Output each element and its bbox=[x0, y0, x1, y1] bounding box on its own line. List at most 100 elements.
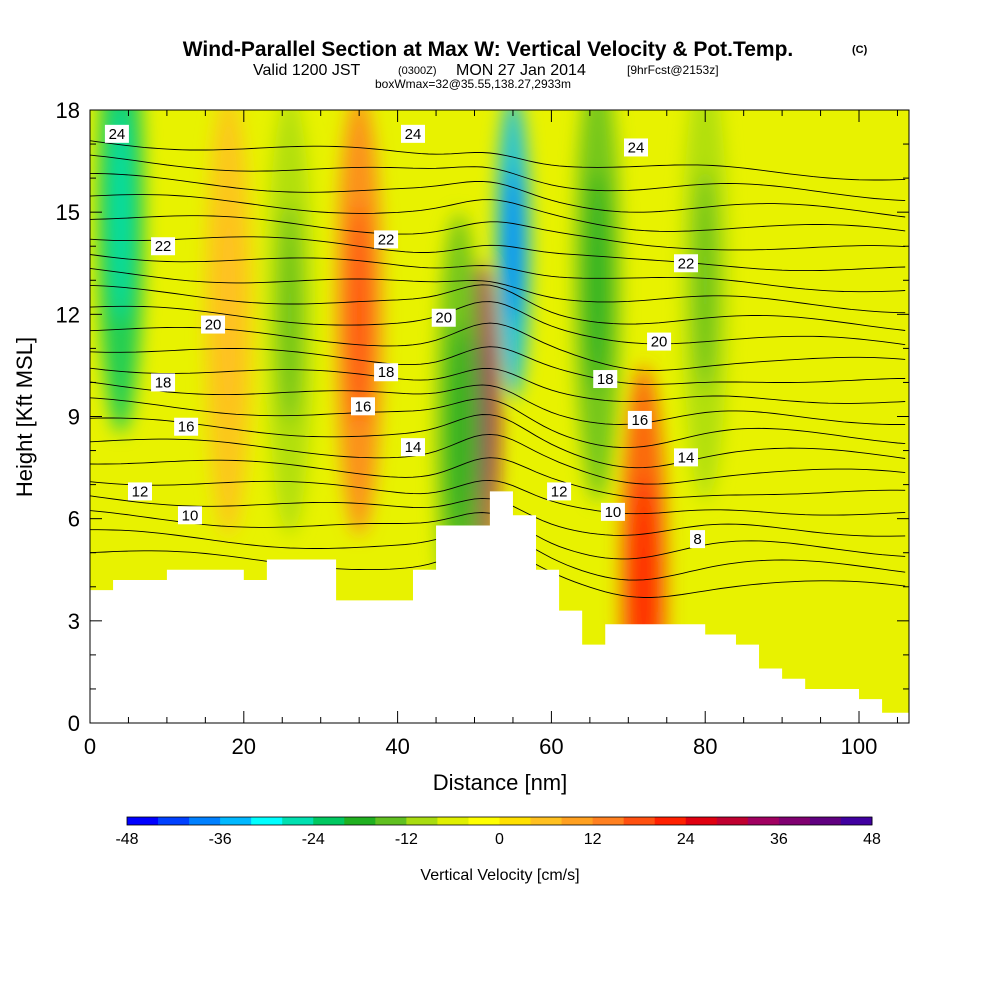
colorbar-swatch bbox=[127, 817, 159, 825]
contour-label-box bbox=[624, 138, 648, 157]
contour-label-18: 18 bbox=[374, 363, 399, 382]
contour-label-box bbox=[547, 482, 572, 501]
isentrope-line bbox=[90, 284, 906, 331]
colorbar-swatch bbox=[623, 817, 656, 825]
y-tick-label: 3 bbox=[68, 609, 80, 634]
contour-label-box bbox=[690, 530, 706, 549]
y-tick-label: 9 bbox=[68, 405, 80, 430]
colorbar-tick-label: -12 bbox=[395, 831, 418, 848]
x-tick-label: 40 bbox=[385, 734, 409, 759]
contour-label-box bbox=[151, 237, 176, 256]
chart-title: Wind-Parallel Section at Max W: Vertical… bbox=[183, 38, 794, 61]
contour-label-24: 24 bbox=[104, 124, 129, 143]
colorbar-swatch bbox=[561, 817, 594, 825]
isentrope-line bbox=[90, 346, 906, 385]
contour-label-box bbox=[177, 506, 202, 525]
contour-label-18: 18 bbox=[593, 370, 618, 389]
contour-label-text: 16 bbox=[178, 419, 195, 436]
colorbar-tick-label: 12 bbox=[584, 831, 602, 848]
contour-label-box bbox=[647, 332, 672, 351]
isentrope-line bbox=[90, 433, 906, 485]
contour-label-20: 20 bbox=[201, 315, 226, 334]
contour-label-box bbox=[400, 124, 425, 143]
colorbar-swatch bbox=[437, 817, 469, 825]
contour-label-22: 22 bbox=[374, 230, 399, 249]
contour-label-text: 20 bbox=[205, 317, 222, 334]
valid-time-utc: (0300Z) bbox=[398, 65, 437, 77]
velocity-core-7 bbox=[587, 169, 608, 391]
contour-label-box bbox=[673, 448, 698, 467]
valid-time-prefix: Valid 1200 JST bbox=[253, 62, 361, 79]
contour-label-text: 22 bbox=[155, 238, 172, 255]
contour-label-12: 12 bbox=[127, 482, 152, 501]
contour-label-text: 16 bbox=[355, 398, 372, 415]
contour-label-box bbox=[600, 502, 625, 521]
contour-label-text: 22 bbox=[678, 255, 695, 272]
x-axis-title: Distance [nm] bbox=[433, 770, 568, 795]
colorbar-swatch bbox=[375, 817, 407, 825]
contour-label-box bbox=[104, 124, 129, 143]
contour-label-20: 20 bbox=[431, 308, 456, 327]
isentrope-line bbox=[90, 381, 906, 425]
contour-label-text: 24 bbox=[109, 126, 126, 143]
colorbar-tick-label: 36 bbox=[770, 831, 788, 848]
x-tick-label: 80 bbox=[693, 734, 717, 759]
contour-label-text: 12 bbox=[551, 483, 568, 500]
colorbar-swatch bbox=[158, 817, 190, 825]
colorbar-swatch bbox=[313, 817, 345, 825]
contour-label-text: 14 bbox=[678, 449, 695, 466]
y-tick-label: 15 bbox=[56, 200, 80, 225]
contour-label-20: 20 bbox=[647, 332, 672, 351]
colorbar-swatch bbox=[592, 817, 625, 825]
contour-label-16: 16 bbox=[351, 397, 375, 416]
velocity-core-0 bbox=[110, 110, 132, 323]
contour-label-16: 16 bbox=[627, 410, 652, 429]
y-tick-label: 0 bbox=[68, 711, 80, 736]
contour-label-text: 20 bbox=[435, 310, 452, 327]
isentrope-line bbox=[90, 414, 906, 469]
colorbar-swatch bbox=[282, 817, 314, 825]
contour-label-12: 12 bbox=[547, 482, 572, 501]
contour-label-text: 22 bbox=[378, 231, 395, 248]
colorbar-swatch bbox=[685, 817, 718, 825]
x-tick-label: 100 bbox=[841, 734, 878, 759]
contour-label-box bbox=[431, 308, 456, 327]
contour-label-box bbox=[201, 315, 226, 334]
colorbar-swatch bbox=[220, 817, 252, 825]
box-wmax-info: boxWmax=32@35.55,138.27,2933m bbox=[375, 77, 571, 91]
colorbar-swatch bbox=[809, 817, 842, 825]
colorbar-swatch bbox=[778, 817, 811, 825]
contour-label-14: 14 bbox=[673, 448, 698, 467]
velocity-core-8 bbox=[694, 169, 716, 391]
contour-label-box bbox=[593, 370, 618, 389]
colorbar-swatch bbox=[468, 817, 500, 825]
colorbar-tick-label: 0 bbox=[495, 831, 504, 848]
x-tick-label: 60 bbox=[539, 734, 563, 759]
contour-label-box bbox=[374, 363, 399, 382]
contour-label-text: 20 bbox=[651, 334, 668, 351]
colorbar-swatch bbox=[189, 817, 221, 825]
contour-label-box bbox=[627, 410, 652, 429]
colorbar: -48 -36 -24 -12 0 12 24 36 48 bbox=[115, 816, 881, 848]
contour-label-text: 24 bbox=[405, 126, 422, 143]
colorbar-swatch bbox=[530, 817, 563, 825]
colorbar-tick-label: 48 bbox=[863, 831, 881, 848]
contour-label-box bbox=[351, 397, 375, 416]
contour-label-8: 8 bbox=[690, 530, 706, 549]
isentrope-line bbox=[90, 194, 906, 232]
contour-labels: 24 24 24 22 22 22 20 20 20 18 18 18 16 16 16 14 14 12 12 10… bbox=[104, 124, 706, 549]
colorbar-tick-label: -36 bbox=[209, 831, 232, 848]
contour-label-10: 10 bbox=[177, 506, 202, 525]
velocity-core-4 bbox=[505, 169, 521, 323]
isentrope-line bbox=[90, 254, 906, 293]
terrain bbox=[90, 491, 909, 723]
isentrope-line bbox=[90, 236, 906, 272]
contour-label-22: 22 bbox=[151, 237, 176, 256]
colorbar-swatch bbox=[406, 817, 438, 825]
contour-label-box bbox=[174, 417, 199, 436]
colorbar-swatch bbox=[499, 817, 532, 825]
colorbar-frame bbox=[126, 816, 873, 826]
isentrope-line bbox=[90, 267, 906, 314]
isentrope-line bbox=[90, 154, 906, 202]
colorbar-tick-label: -48 bbox=[115, 831, 138, 848]
